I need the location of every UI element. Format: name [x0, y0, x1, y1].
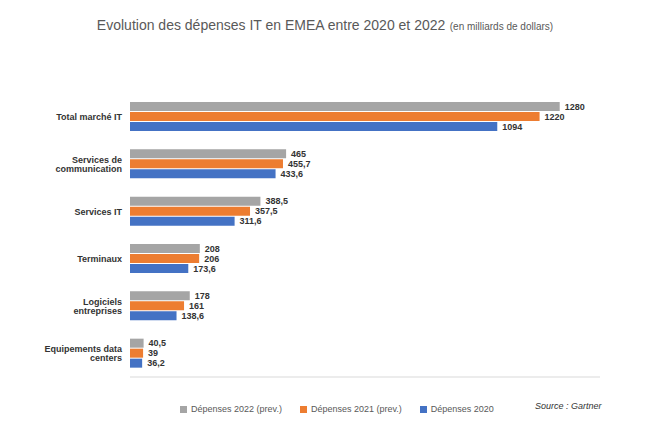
svg-text:Terminaux: Terminaux — [77, 254, 122, 264]
svg-text:Services IT: Services IT — [74, 207, 122, 217]
svg-text:178: 178 — [195, 291, 210, 301]
svg-text:Services decommunication: Services decommunication — [55, 155, 122, 174]
svg-text:40,5: 40,5 — [149, 338, 167, 348]
svg-text:Logicielsentreprises: Logicielsentreprises — [73, 297, 122, 316]
svg-text:36,2: 36,2 — [147, 358, 165, 368]
svg-text:433,6: 433,6 — [281, 169, 304, 179]
svg-text:311,6: 311,6 — [240, 216, 262, 226]
html-text:Evolution des dépenses IT en E: Evolution des dépenses IT en EMEA entre … — [96, 17, 554, 33]
svg-text:1220: 1220 — [545, 112, 565, 122]
svg-text:388,5: 388,5 — [265, 196, 288, 206]
svg-text:455,7: 455,7 — [288, 159, 311, 169]
svg-text:465: 465 — [291, 149, 306, 159]
svg-text:39: 39 — [148, 348, 158, 358]
svg-text:Total marché IT: Total marché IT — [56, 112, 122, 122]
svg-text:206: 206 — [204, 254, 219, 264]
svg-text:208: 208 — [205, 244, 220, 254]
html-text:Dépenses 2021 (prev.): Dépenses 2021 (prev.) — [310, 404, 402, 414]
svg-text:1280: 1280 — [565, 102, 585, 112]
html-text:Source : Gartner: Source : Gartner — [535, 401, 602, 411]
svg-text:1094: 1094 — [502, 122, 522, 132]
html-text:Dépenses 2022 (prev.): Dépenses 2022 (prev.) — [191, 404, 282, 414]
svg-text:161: 161 — [189, 301, 204, 311]
svg-text:138,6: 138,6 — [182, 311, 205, 321]
svg-text:357,5: 357,5 — [255, 206, 278, 216]
svg-text:Equipements datacenters: Equipements datacenters — [44, 344, 123, 363]
html-text:Dépenses 2020: Dépenses 2020 — [430, 404, 494, 414]
svg-text:173,6: 173,6 — [193, 264, 216, 274]
